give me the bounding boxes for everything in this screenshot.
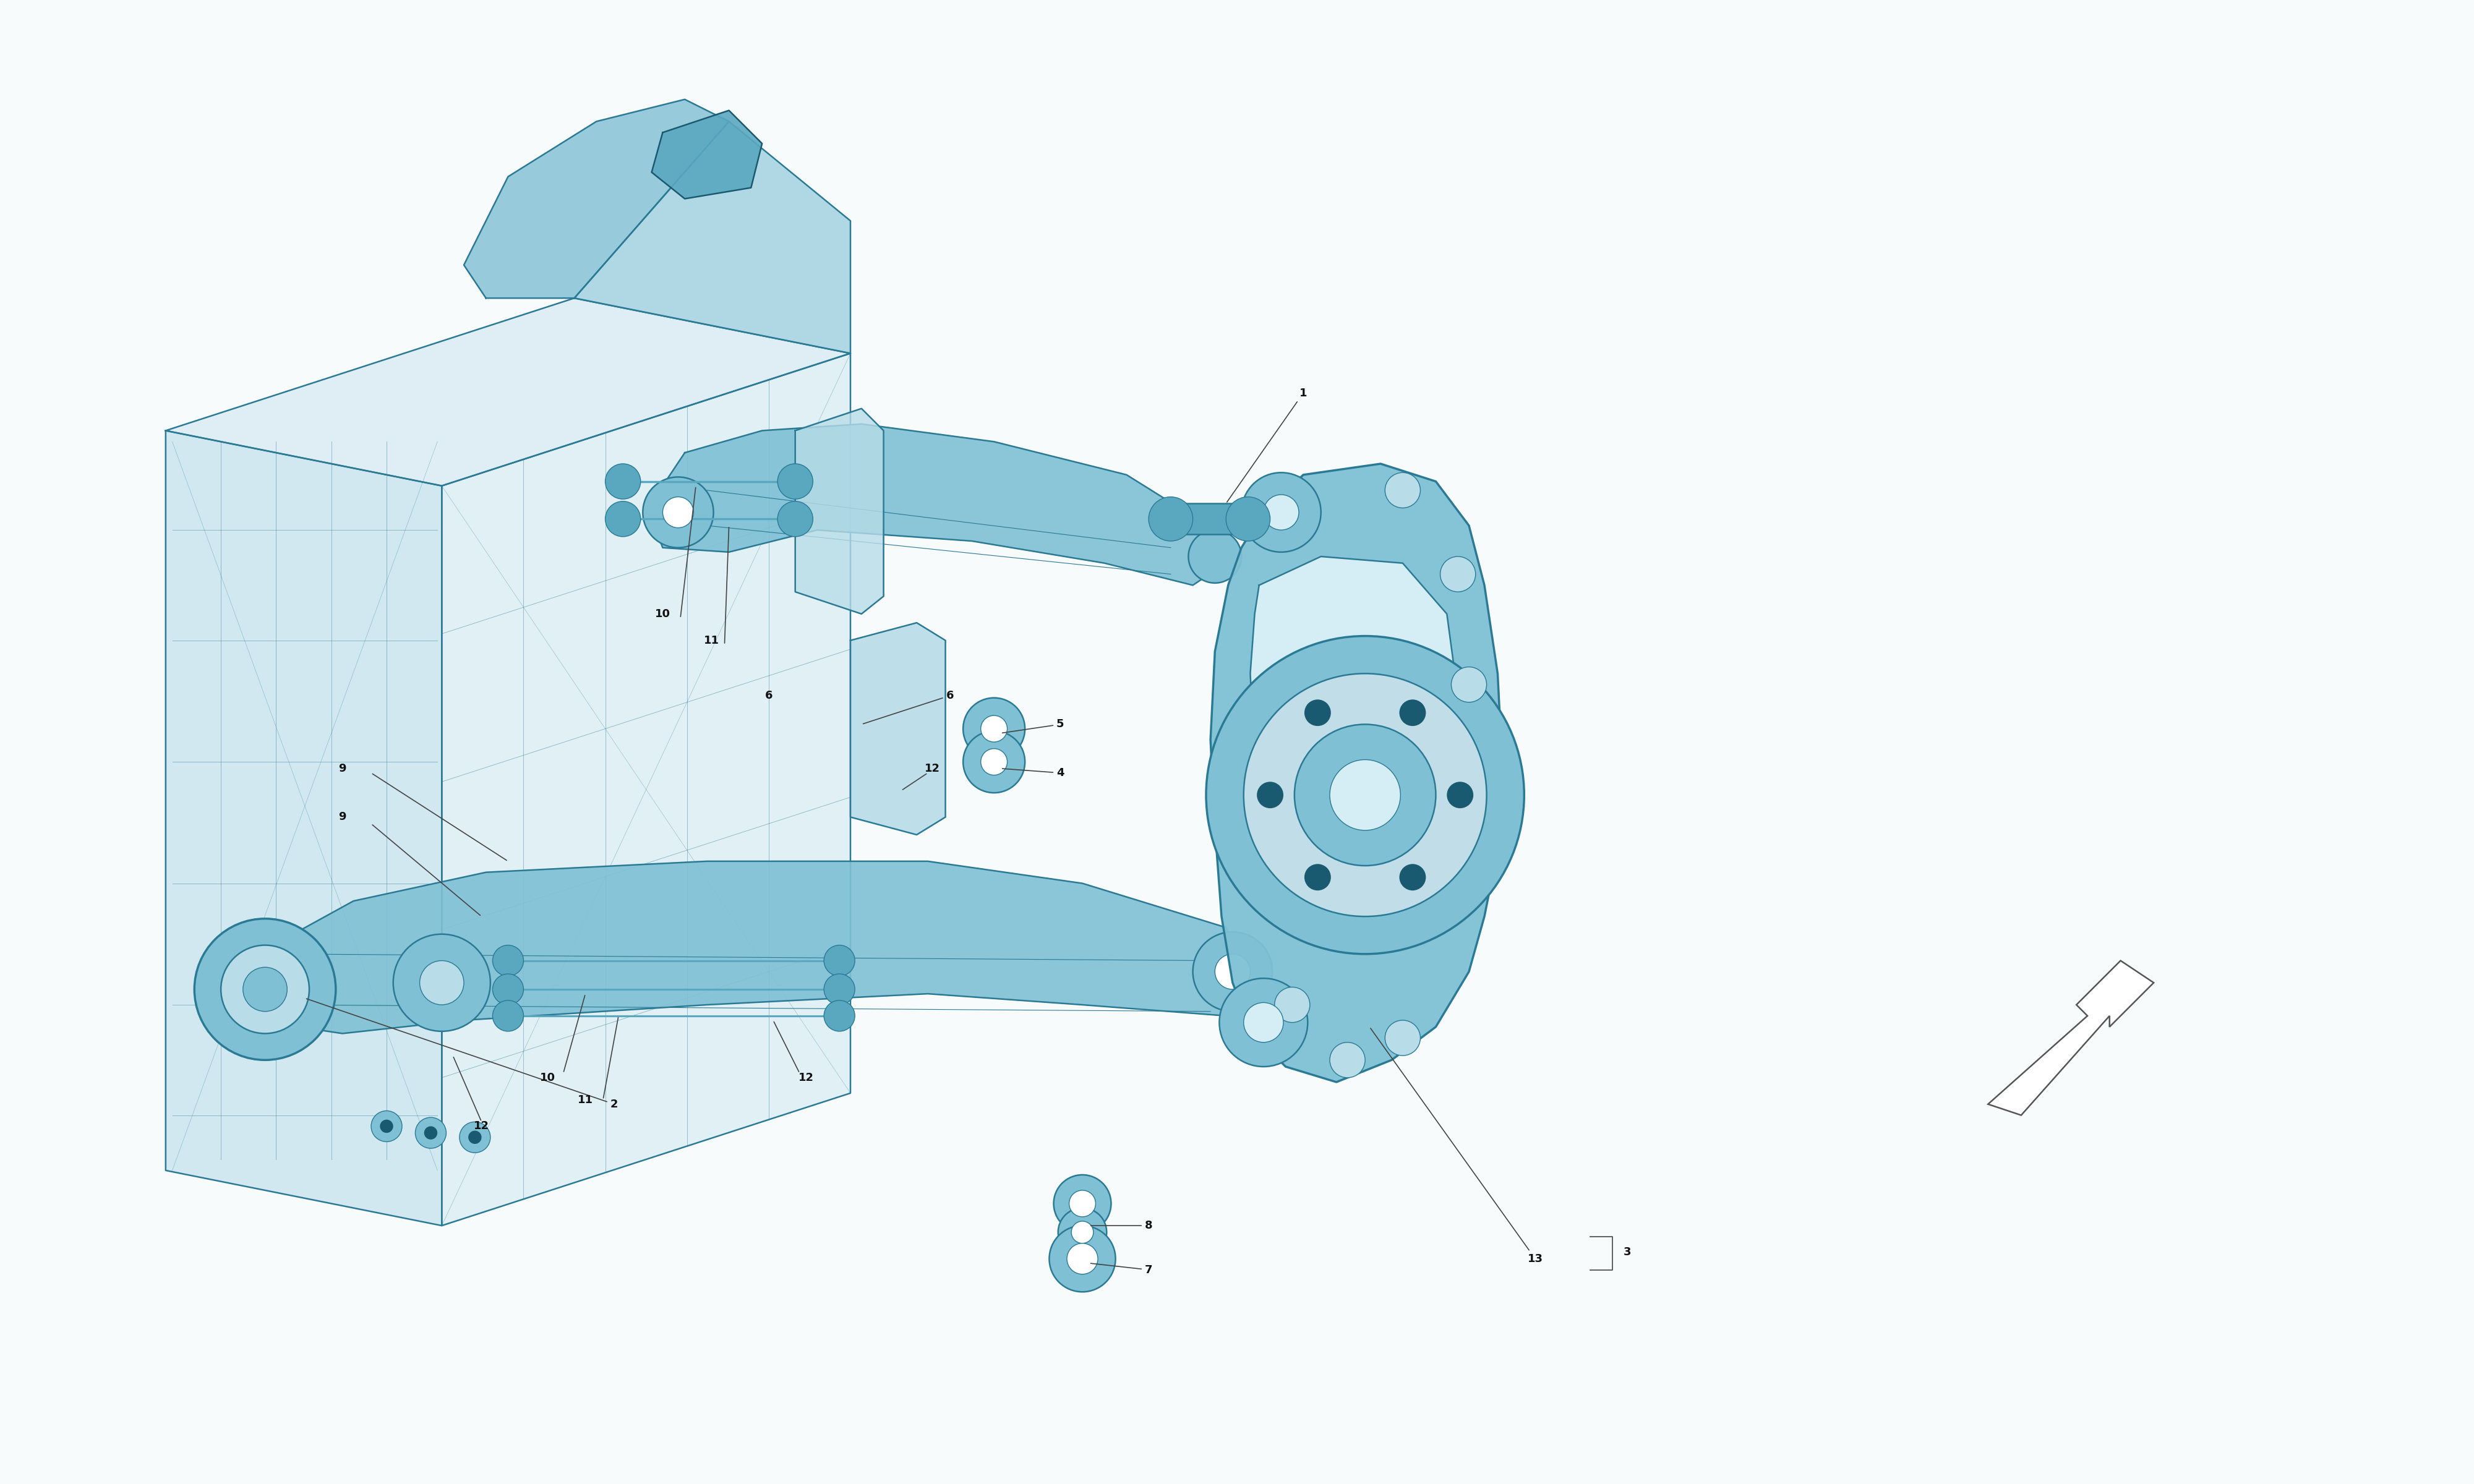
Text: 12: 12 xyxy=(475,1120,490,1132)
Polygon shape xyxy=(1989,960,2155,1114)
Circle shape xyxy=(1205,637,1524,954)
Circle shape xyxy=(1054,1175,1111,1232)
Circle shape xyxy=(423,1126,438,1140)
Polygon shape xyxy=(166,430,443,1226)
Polygon shape xyxy=(238,861,1247,1033)
Circle shape xyxy=(777,502,814,537)
Circle shape xyxy=(1049,1226,1116,1293)
Text: 13: 13 xyxy=(1371,1028,1544,1264)
Text: 12: 12 xyxy=(799,1071,814,1083)
Text: 10: 10 xyxy=(539,1071,557,1083)
Text: 4: 4 xyxy=(1002,767,1064,779)
Text: 8: 8 xyxy=(1091,1220,1153,1232)
Circle shape xyxy=(606,502,641,537)
Circle shape xyxy=(1192,932,1272,1012)
Circle shape xyxy=(492,945,524,976)
Circle shape xyxy=(962,732,1024,792)
Circle shape xyxy=(371,1112,401,1141)
Circle shape xyxy=(1264,494,1299,530)
Circle shape xyxy=(1059,1208,1106,1257)
Circle shape xyxy=(195,919,336,1060)
Circle shape xyxy=(980,715,1007,742)
Circle shape xyxy=(1304,699,1331,726)
Circle shape xyxy=(416,1117,445,1149)
Circle shape xyxy=(824,945,856,976)
Circle shape xyxy=(962,697,1024,760)
Circle shape xyxy=(824,974,856,1005)
Polygon shape xyxy=(651,110,762,199)
Text: 12: 12 xyxy=(925,763,940,775)
Circle shape xyxy=(663,497,693,528)
Circle shape xyxy=(1274,987,1309,1022)
Text: 3: 3 xyxy=(1623,1247,1630,1257)
Text: 11: 11 xyxy=(576,1094,594,1106)
Circle shape xyxy=(824,1000,856,1031)
Circle shape xyxy=(1148,497,1192,542)
Circle shape xyxy=(1447,782,1475,809)
Polygon shape xyxy=(443,353,851,1226)
Circle shape xyxy=(643,476,713,548)
Circle shape xyxy=(1244,674,1487,917)
Polygon shape xyxy=(794,408,883,614)
Polygon shape xyxy=(574,122,851,353)
Circle shape xyxy=(421,960,465,1005)
Circle shape xyxy=(393,933,490,1031)
Circle shape xyxy=(1452,666,1487,702)
Circle shape xyxy=(1400,699,1425,726)
Circle shape xyxy=(1294,724,1435,865)
Circle shape xyxy=(1069,1190,1096,1217)
Circle shape xyxy=(460,1122,490,1153)
Polygon shape xyxy=(851,623,945,834)
Polygon shape xyxy=(651,424,1227,585)
Circle shape xyxy=(980,748,1007,775)
Text: 9: 9 xyxy=(339,763,346,775)
Text: 7: 7 xyxy=(1091,1263,1153,1275)
Circle shape xyxy=(492,1000,524,1031)
Circle shape xyxy=(220,945,309,1033)
Circle shape xyxy=(381,1119,393,1132)
Circle shape xyxy=(606,463,641,499)
Circle shape xyxy=(777,463,814,499)
Circle shape xyxy=(1331,1042,1366,1077)
Circle shape xyxy=(468,1131,482,1144)
Polygon shape xyxy=(166,298,851,485)
Circle shape xyxy=(1385,1021,1420,1055)
Circle shape xyxy=(1071,1221,1094,1244)
Circle shape xyxy=(1385,472,1420,508)
Circle shape xyxy=(1227,497,1269,542)
Text: 9: 9 xyxy=(339,812,346,822)
Text: 1: 1 xyxy=(1227,387,1306,502)
Text: 2: 2 xyxy=(307,999,618,1110)
Polygon shape xyxy=(465,99,730,298)
Polygon shape xyxy=(1170,503,1247,534)
Circle shape xyxy=(1215,954,1249,990)
Circle shape xyxy=(1440,556,1475,592)
Circle shape xyxy=(1066,1244,1098,1275)
Text: 6: 6 xyxy=(863,690,952,724)
Circle shape xyxy=(1329,760,1400,831)
Text: 6: 6 xyxy=(764,690,772,700)
Circle shape xyxy=(1188,530,1242,583)
Polygon shape xyxy=(1249,556,1457,927)
Text: 11: 11 xyxy=(703,635,720,646)
Polygon shape xyxy=(1210,463,1502,1082)
Text: 5: 5 xyxy=(1002,718,1064,733)
Text: 10: 10 xyxy=(656,608,670,619)
Circle shape xyxy=(492,974,524,1005)
Circle shape xyxy=(1220,978,1309,1067)
Circle shape xyxy=(1242,472,1321,552)
Circle shape xyxy=(1257,782,1284,809)
Circle shape xyxy=(1304,864,1331,890)
Circle shape xyxy=(1400,864,1425,890)
Circle shape xyxy=(1244,1003,1284,1042)
Circle shape xyxy=(242,968,287,1012)
